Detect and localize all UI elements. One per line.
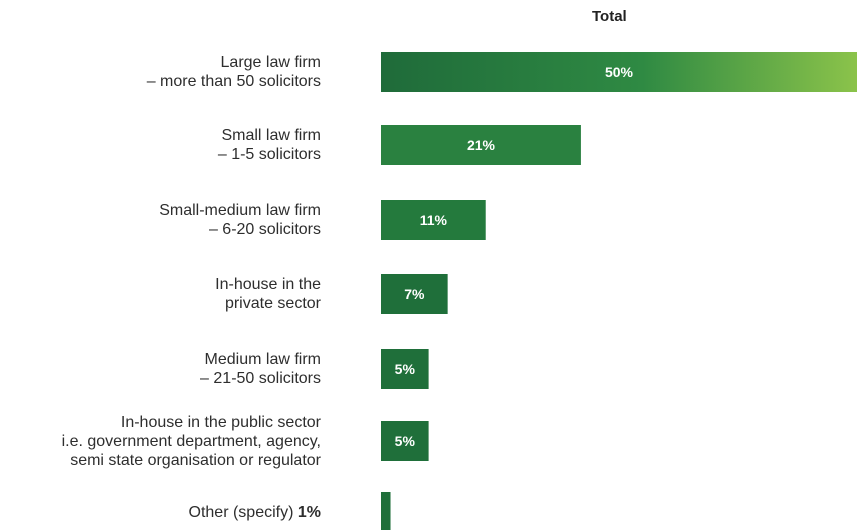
category-label-3: Small-medium law firm – 6-20 solicitors	[159, 201, 321, 239]
bar-5	[381, 349, 429, 389]
bar-value-label-2: 21%	[466, 137, 495, 153]
category-label-line: Small law firm	[221, 127, 321, 144]
bar-3	[381, 200, 486, 240]
column-header: Total	[592, 8, 627, 25]
bar-value-label-7: 1%	[293, 503, 321, 521]
bar-1	[381, 52, 857, 92]
bar-2	[381, 125, 581, 165]
category-label-line: In-house in the public sector	[120, 413, 321, 431]
bar-7	[381, 492, 391, 530]
category-label-line: – 6-20 solicitors	[208, 221, 321, 238]
bar-value-label-4: 7%	[404, 286, 425, 302]
category-label-6: In-house in the public sector i.e. govern…	[62, 413, 321, 470]
category-label-line: i.e. government department, agency,	[61, 432, 321, 450]
category-label-line: Other (specify) 1%	[188, 503, 322, 521]
bar-value-label-3: 11%	[419, 212, 447, 228]
category-label-line: semi state organisation or regulator	[70, 451, 321, 469]
bar-4	[381, 274, 448, 314]
bar-value-label-1: 50%	[604, 64, 634, 80]
category-label-7: Other (specify) 1%	[189, 503, 322, 522]
category-label-5: Medium law firm – 21-50 solicitors	[200, 350, 321, 388]
category-label-line: Small-medium law firm	[159, 202, 321, 219]
category-label-1: Large law firm – more than 50 solicitors	[147, 53, 321, 91]
category-label-line: Medium law firm	[204, 351, 321, 368]
category-label-line: private sector	[224, 295, 321, 312]
bar-6	[381, 421, 429, 461]
category-label-2: Small law firm – 1-5 solicitors	[218, 126, 321, 164]
category-label-4: In-house in the private sector	[215, 275, 321, 313]
bar-value-label-5: 5%	[394, 361, 415, 377]
category-label-line: – more than 50 solicitors	[146, 73, 321, 90]
category-label-line: Large law firm	[220, 54, 321, 71]
category-label-line: In-house in the	[215, 276, 321, 293]
category-label-line: – 21-50 solicitors	[200, 370, 321, 387]
category-label-line: – 1-5 solicitors	[217, 146, 321, 163]
bar-value-label-6: 5%	[394, 433, 415, 449]
